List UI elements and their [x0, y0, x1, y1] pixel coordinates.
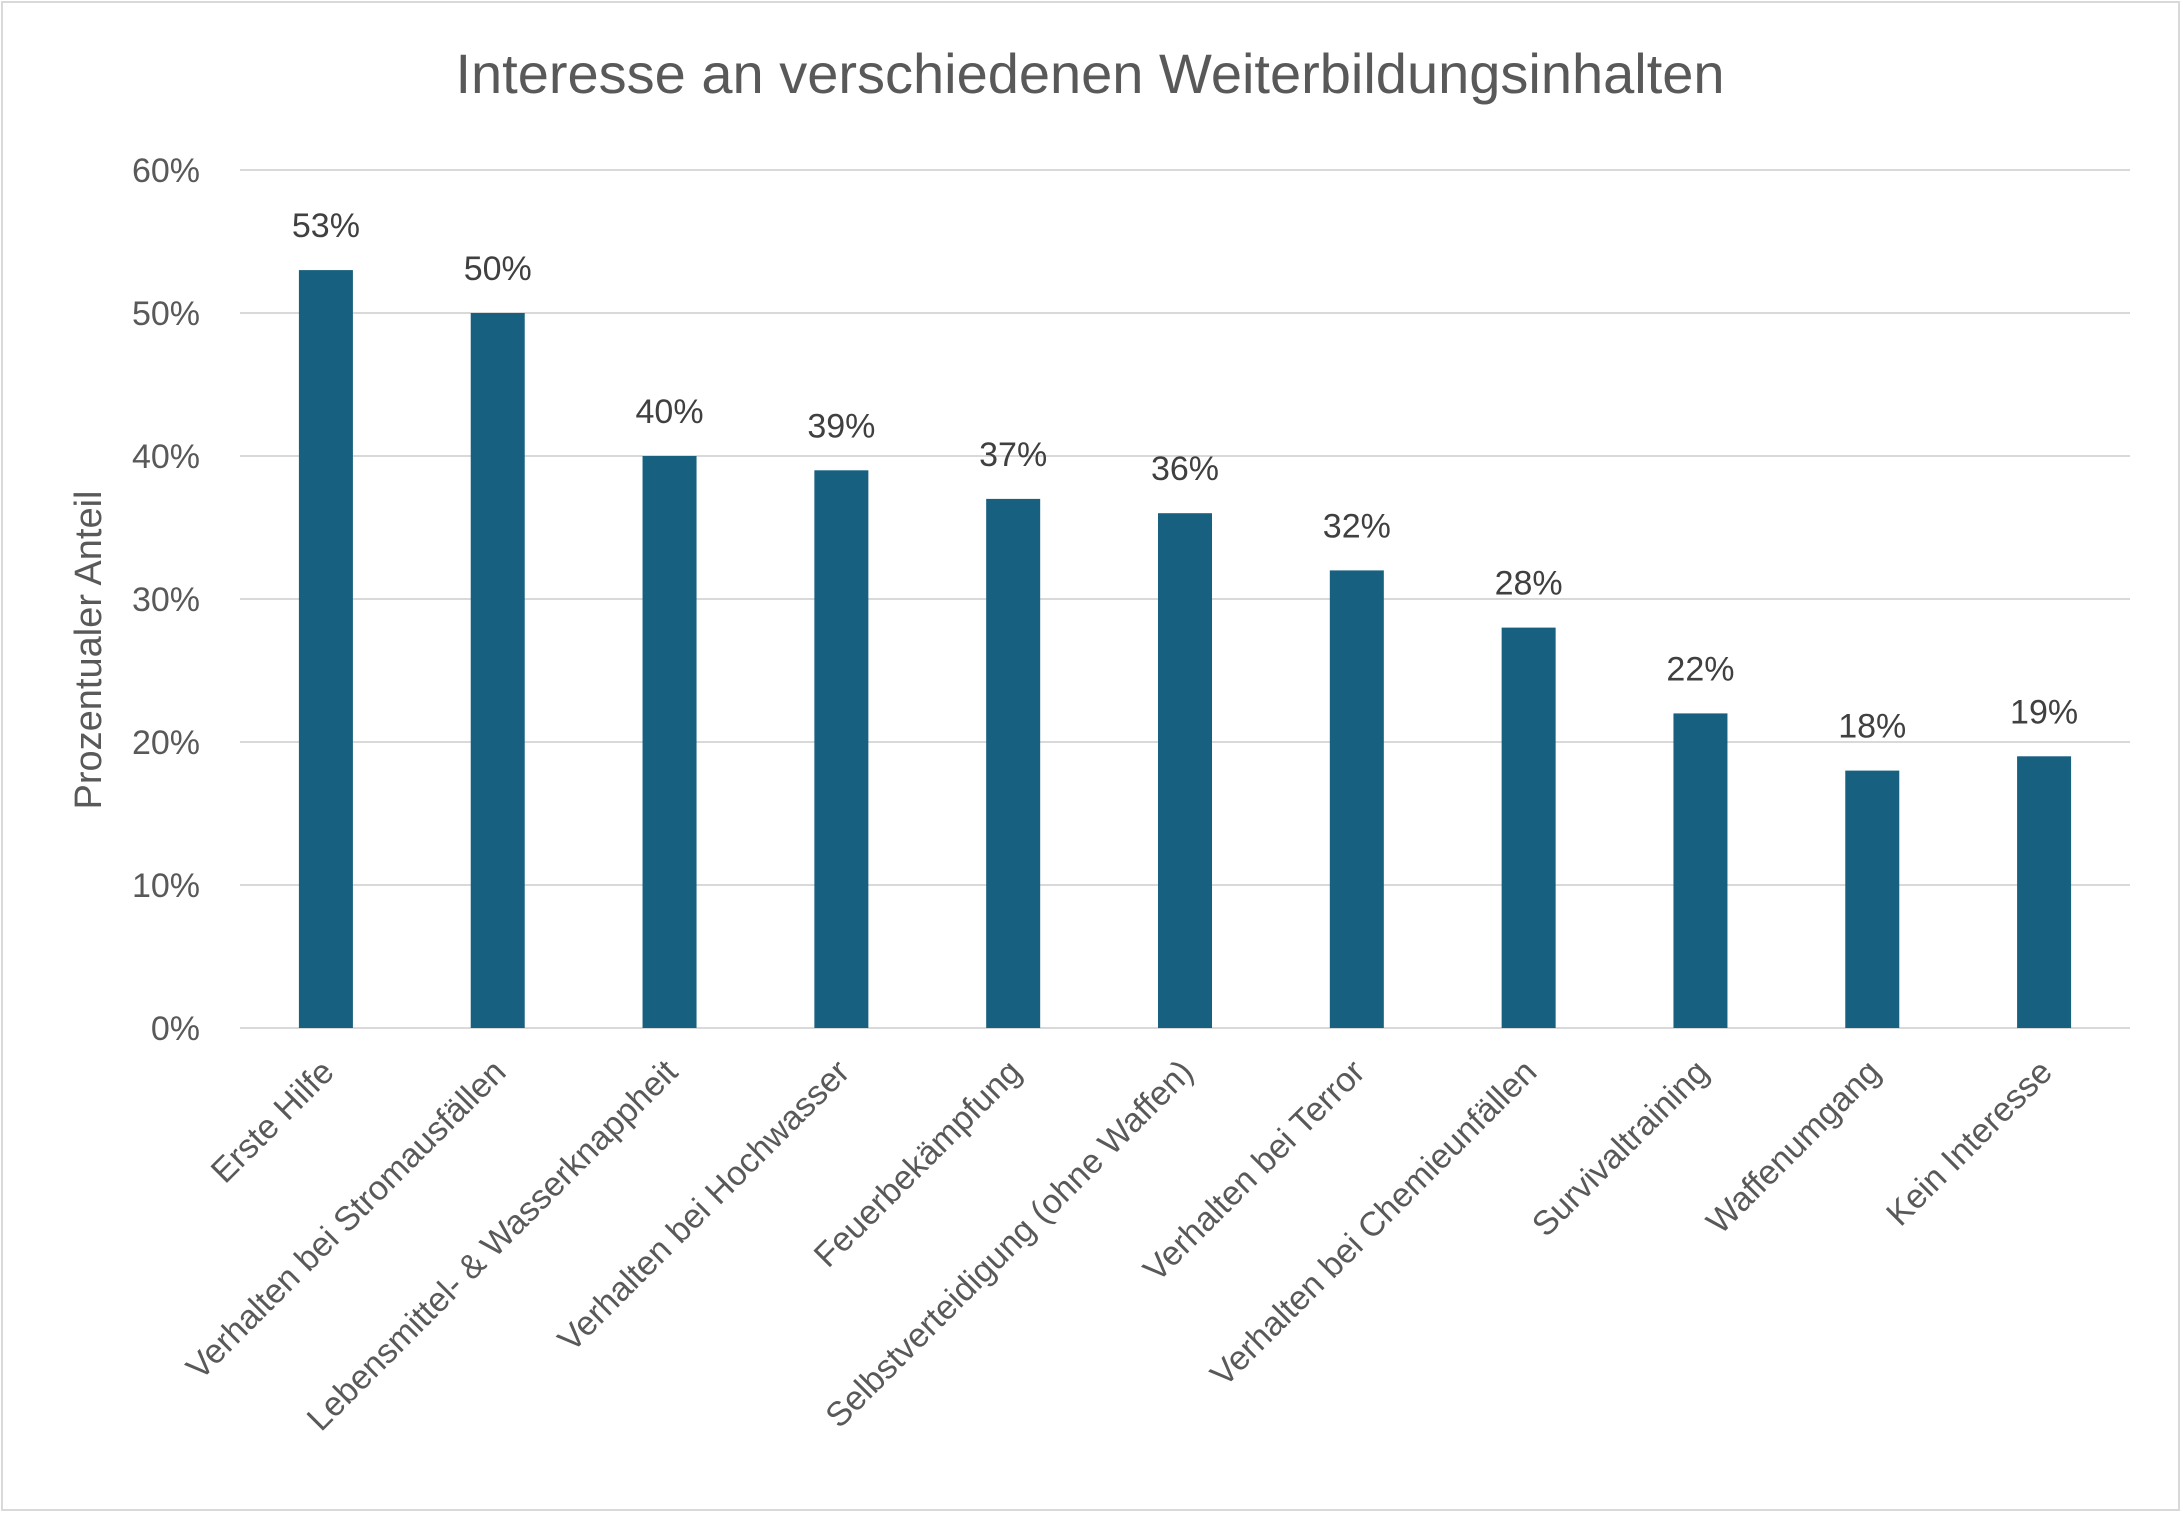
data-labels: 53% 50% 40% 39% 37% 36% 32% 28% 22% 18% 19% — [292, 207, 2078, 746]
data-label: 28% — [1495, 565, 1563, 603]
y-tick-label: 30% — [132, 581, 200, 619]
data-label: 18% — [1838, 708, 1906, 746]
bar — [1845, 770, 1900, 1028]
y-tick-label: 60% — [132, 152, 200, 190]
y-tick-label: 0% — [151, 1010, 200, 1048]
y-axis-label: Prozentualer Anteil — [68, 491, 110, 810]
data-label: 50% — [464, 250, 532, 288]
bar — [1673, 713, 1728, 1028]
bar — [1501, 627, 1556, 1028]
y-tick-label: 10% — [132, 867, 200, 905]
x-tick-label: Verhalten bei Hochwasser — [551, 1053, 857, 1359]
data-label: 19% — [2010, 693, 2078, 731]
bars — [298, 270, 2072, 1029]
x-tick-label: Waffenumgang — [1699, 1053, 1888, 1242]
y-tick-label: 40% — [132, 438, 200, 476]
x-tick-label: Selbstverteidigung (ohne Waffen) — [818, 1053, 1200, 1435]
x-tick-label: Kein Interesse — [1879, 1053, 2060, 1234]
bar — [986, 498, 1041, 1028]
x-tick-label: Verhalten bei Stromausfällen — [179, 1053, 513, 1387]
x-tick-label: Lebensmittel- & Wasserknappheit — [300, 1052, 686, 1438]
x-tick-label: Verhalten bei Chemieunfällen — [1203, 1053, 1544, 1394]
y-axis-ticks: 0% 10% 20% 30% 40% 50% 60% — [132, 152, 200, 1048]
bar — [814, 470, 869, 1028]
y-tick-label: 50% — [132, 295, 200, 333]
data-label: 22% — [1666, 650, 1734, 688]
data-label: 39% — [807, 407, 875, 445]
x-tick-label: Erste Hilfe — [204, 1053, 342, 1191]
bar — [1158, 513, 1212, 1028]
bar — [298, 270, 353, 1029]
chart-title: Interesse an verschiedenen Weiterbildung… — [455, 42, 1724, 105]
x-tick-label: Survivaltraining — [1525, 1053, 1716, 1244]
data-label: 40% — [636, 393, 704, 431]
bar — [2017, 756, 2072, 1028]
data-label: 32% — [1323, 507, 1391, 545]
bar — [470, 313, 525, 1028]
bar — [642, 456, 697, 1028]
bar — [1329, 570, 1384, 1028]
data-label: 36% — [1151, 450, 1219, 488]
data-label: 53% — [292, 207, 360, 245]
gridlines — [240, 169, 2130, 1029]
data-label: 37% — [979, 436, 1047, 474]
y-tick-label: 20% — [132, 724, 200, 762]
